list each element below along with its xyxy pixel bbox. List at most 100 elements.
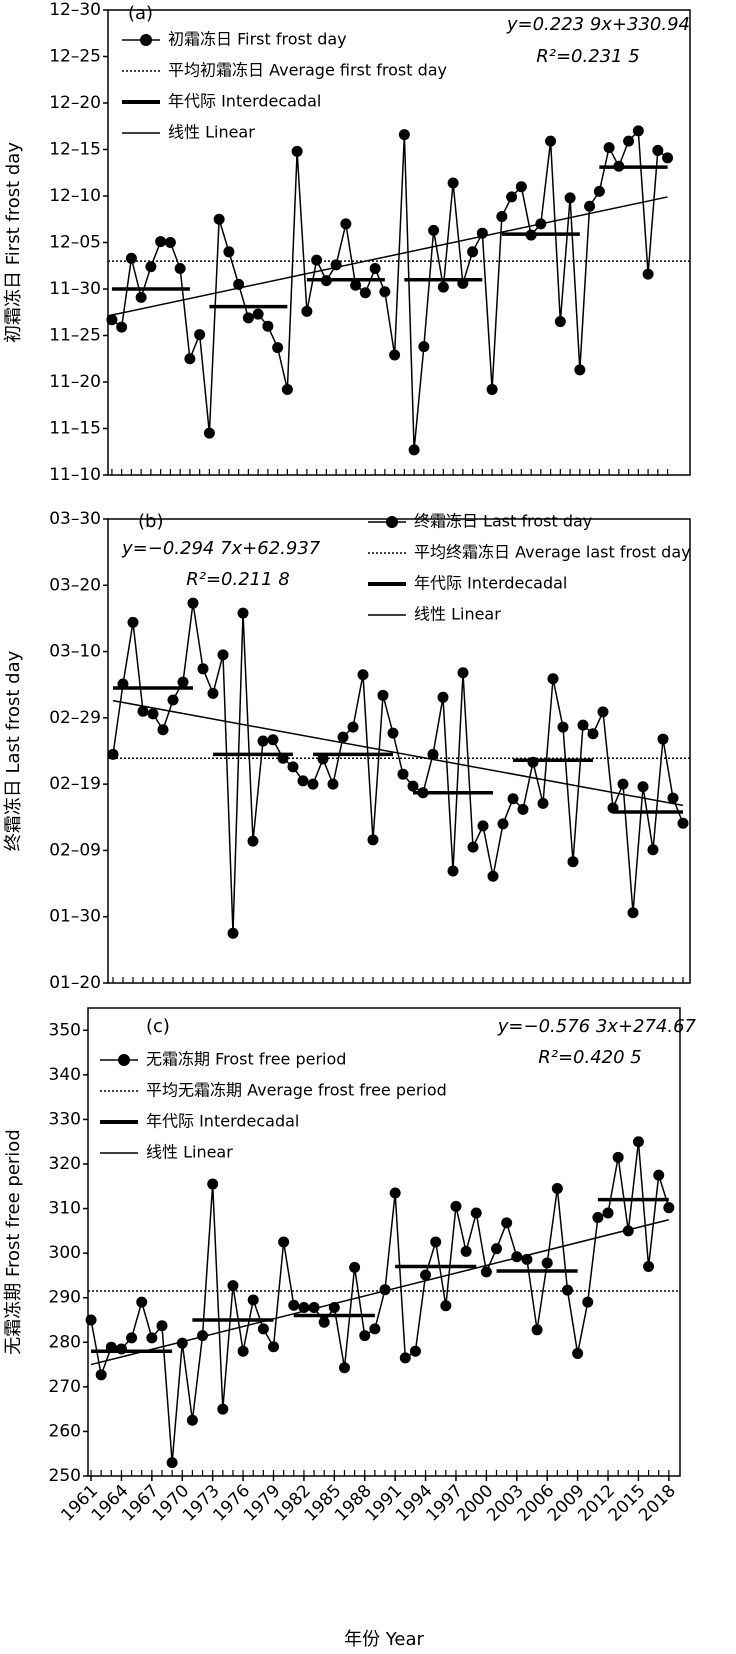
data-point xyxy=(541,1257,553,1269)
data-point xyxy=(359,287,371,299)
data-point xyxy=(501,1217,513,1229)
data-point xyxy=(242,312,254,324)
data-point xyxy=(409,1345,421,1357)
legend-label: 年代际 Interdecadal xyxy=(146,1112,299,1131)
data-point xyxy=(430,1236,442,1248)
y-tick-label: 01–30 xyxy=(49,907,101,927)
data-point xyxy=(301,305,313,317)
data-point xyxy=(612,1151,624,1163)
data-point xyxy=(217,1403,229,1415)
y-tick-label: 02–19 xyxy=(49,774,101,794)
data-point xyxy=(457,667,469,679)
data-point xyxy=(278,1236,290,1248)
data-point xyxy=(572,1347,584,1359)
data-point xyxy=(318,1316,330,1328)
legend-label: 平均初霜冻日 Average first frost day xyxy=(168,61,447,80)
data-point xyxy=(95,1369,107,1381)
data-point xyxy=(369,1323,381,1335)
data-point xyxy=(632,1136,644,1148)
data-point xyxy=(287,761,299,773)
data-point xyxy=(155,236,167,248)
data-point xyxy=(399,1352,411,1364)
legend-label: 线性 Linear xyxy=(168,123,255,142)
y-tick-label: 12–30 xyxy=(49,0,101,20)
panel: 11–10 11–15 11–20 11–25 11–30 12–05 12–10 12–15… xyxy=(3,0,691,485)
data-point xyxy=(408,444,420,456)
data-point xyxy=(667,792,679,804)
plot-frame xyxy=(107,518,691,984)
data-point xyxy=(127,616,139,628)
legend-label: 无霜冻期 Frost free period xyxy=(146,1050,346,1069)
data-point xyxy=(137,705,149,717)
legend-label: 年代际 Interdecadal xyxy=(414,574,567,593)
data-point xyxy=(632,125,644,137)
y-tick-label: 12–05 xyxy=(49,233,101,253)
data-point xyxy=(491,1243,503,1255)
panel-label: (c) xyxy=(146,1016,170,1037)
data-point xyxy=(207,1178,219,1190)
y-tick-label: 02–09 xyxy=(49,840,101,860)
data-point xyxy=(167,694,179,706)
data-point xyxy=(460,1245,472,1257)
x-axis-label: 年份 Year xyxy=(344,1629,424,1650)
data-point xyxy=(623,135,635,147)
data-point xyxy=(517,803,529,815)
y-tick-label: 300 xyxy=(49,1243,81,1263)
data-point xyxy=(643,1261,655,1273)
data-point xyxy=(467,246,479,258)
data-point xyxy=(592,1211,604,1223)
data-point xyxy=(470,1207,482,1219)
data-point xyxy=(511,1251,523,1263)
data-point xyxy=(257,735,269,747)
y-tick-label: 12–15 xyxy=(49,140,101,160)
y-tick-label: 03–30 xyxy=(49,509,101,529)
data-point xyxy=(338,1362,350,1374)
plot-frame xyxy=(87,1007,681,1477)
legend-marker xyxy=(118,1054,130,1066)
data-point xyxy=(247,1294,259,1306)
data-point xyxy=(515,181,527,193)
data-point xyxy=(156,1320,168,1332)
data-point xyxy=(369,263,381,275)
data-point xyxy=(450,1200,462,1212)
data-point xyxy=(617,778,629,790)
legend-label: 线性 Linear xyxy=(414,605,501,624)
data-point xyxy=(662,152,674,164)
data-point xyxy=(647,844,659,856)
data-point xyxy=(603,142,615,154)
data-point xyxy=(327,778,339,790)
equation: y=0.223 9x+330.94 xyxy=(506,14,690,35)
data-point xyxy=(237,607,249,619)
panel: 2502602702802903003103203303403501961196… xyxy=(3,1007,697,1650)
data-point xyxy=(447,177,459,189)
data-point xyxy=(107,748,119,760)
data-point xyxy=(663,1202,675,1214)
data-point xyxy=(496,210,508,222)
legend-label: 年代际 Interdecadal xyxy=(168,92,321,111)
data-point xyxy=(125,252,137,264)
y-tick-label: 310 xyxy=(49,1199,81,1219)
y-tick-label: 11–15 xyxy=(49,419,101,439)
data-point xyxy=(257,1323,269,1335)
data-point xyxy=(357,669,369,681)
data-point xyxy=(157,724,169,736)
data-point xyxy=(652,144,664,156)
r-squared: R²=0.231 5 xyxy=(536,46,640,67)
y-tick-label: 02–29 xyxy=(49,708,101,728)
r-squared: R²=0.211 8 xyxy=(186,569,290,590)
data-point xyxy=(268,1341,280,1353)
data-point xyxy=(311,254,323,266)
trend-line xyxy=(112,699,684,807)
data-point xyxy=(367,834,379,846)
data-point xyxy=(184,353,196,365)
data-point xyxy=(379,1284,391,1296)
data-point xyxy=(554,316,566,328)
data-point xyxy=(213,213,225,225)
data-point xyxy=(627,907,639,919)
data-point xyxy=(487,870,499,882)
data-line xyxy=(90,1141,670,1463)
y-tick-label: 340 xyxy=(49,1065,81,1085)
data-point xyxy=(166,1457,178,1469)
data-point xyxy=(340,218,352,230)
